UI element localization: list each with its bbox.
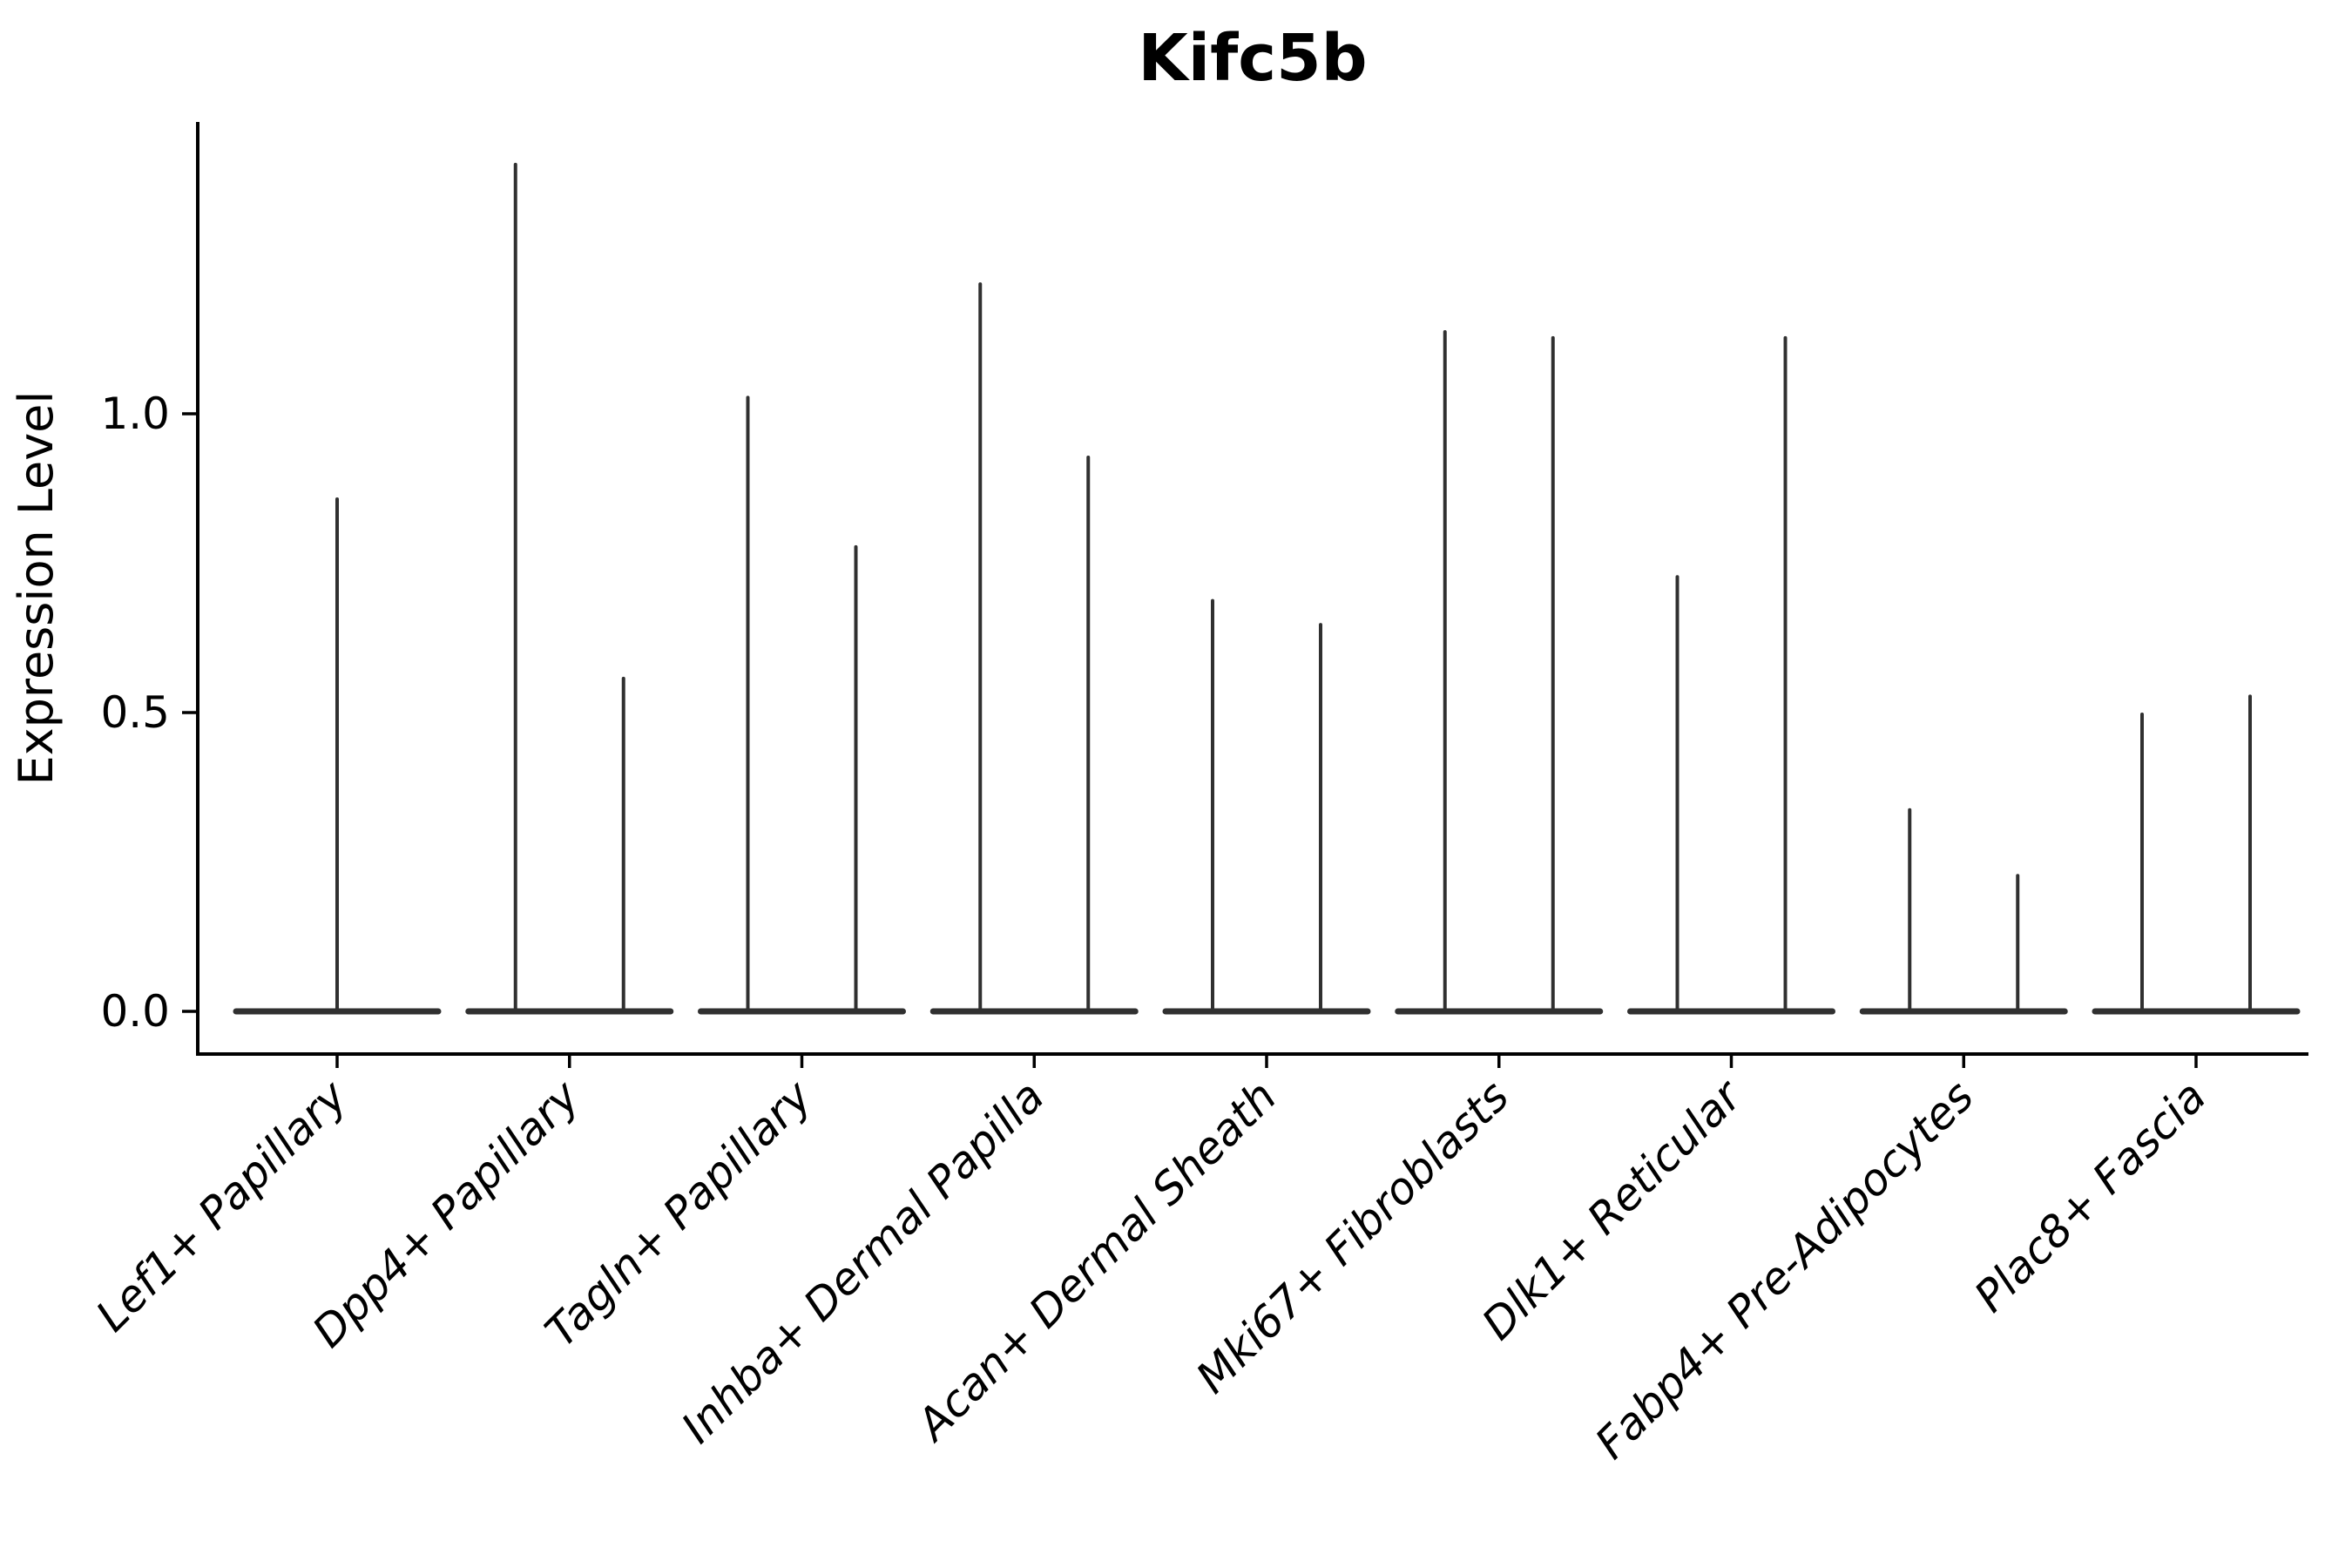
y-tick-label: 0.5 xyxy=(100,687,170,738)
x-tick-label: Lef1+ Papillary xyxy=(86,1070,357,1341)
violins xyxy=(233,162,2301,1015)
x-tick-label: Plac8+ Fascia xyxy=(1965,1071,2216,1321)
y-tick-label: 0.0 xyxy=(100,986,170,1037)
x-tick-label: Fabp4+ Pre-Adipocytes xyxy=(1585,1071,1984,1469)
y-axis-label: Expression Level xyxy=(9,391,64,786)
chart-title: Kifc5b xyxy=(1138,21,1367,96)
y-tick-labels: 0.0 0.5 1.0 xyxy=(100,389,198,1037)
axes xyxy=(196,122,2308,1056)
y-tick-label: 1.0 xyxy=(100,389,170,439)
